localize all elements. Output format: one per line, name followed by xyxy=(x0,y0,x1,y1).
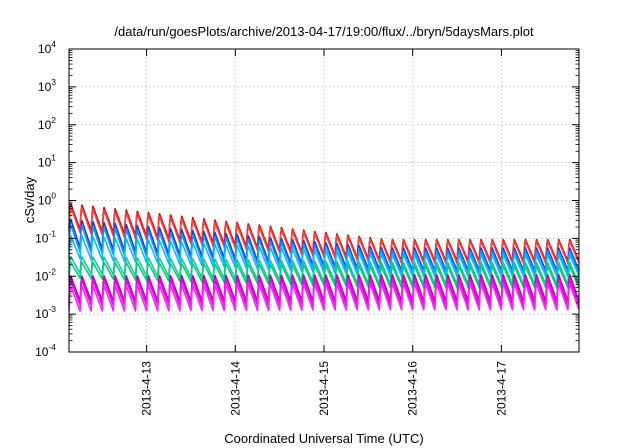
x-tick-label: 2013-4-15 xyxy=(317,361,331,416)
data-series-line xyxy=(68,282,580,312)
x-tick-label: 2013-4-17 xyxy=(494,361,508,416)
chart-title: /data/run/goesPlots/archive/2013-04-17/1… xyxy=(114,24,534,39)
x-axis-label: Coordinated Universal Time (UTC) xyxy=(224,431,423,446)
x-tick-label: 2013-4-16 xyxy=(406,361,420,416)
y-tick-label: 102 xyxy=(38,115,56,132)
y-axis-label: cSv/day xyxy=(22,176,37,223)
x-tick-label: 2013-4-13 xyxy=(140,361,154,416)
y-tick-label: 103 xyxy=(38,77,56,94)
data-series-group xyxy=(68,203,580,312)
axis-ticks: 10-4 10-3 10-2 10-1 100 101 102 103 104 2013-4-13… xyxy=(35,39,579,416)
y-tick-label: 10-1 xyxy=(35,228,56,245)
y-tick-label: 10-3 xyxy=(35,304,56,321)
y-tick-label: 104 xyxy=(38,39,56,56)
y-tick-label: 100 xyxy=(38,191,56,208)
y-tick-label: 10-2 xyxy=(35,266,56,283)
x-tick-label: 2013-4-14 xyxy=(228,361,242,416)
y-tick-label: 10-4 xyxy=(35,342,56,359)
y-tick-label: 101 xyxy=(38,153,56,170)
